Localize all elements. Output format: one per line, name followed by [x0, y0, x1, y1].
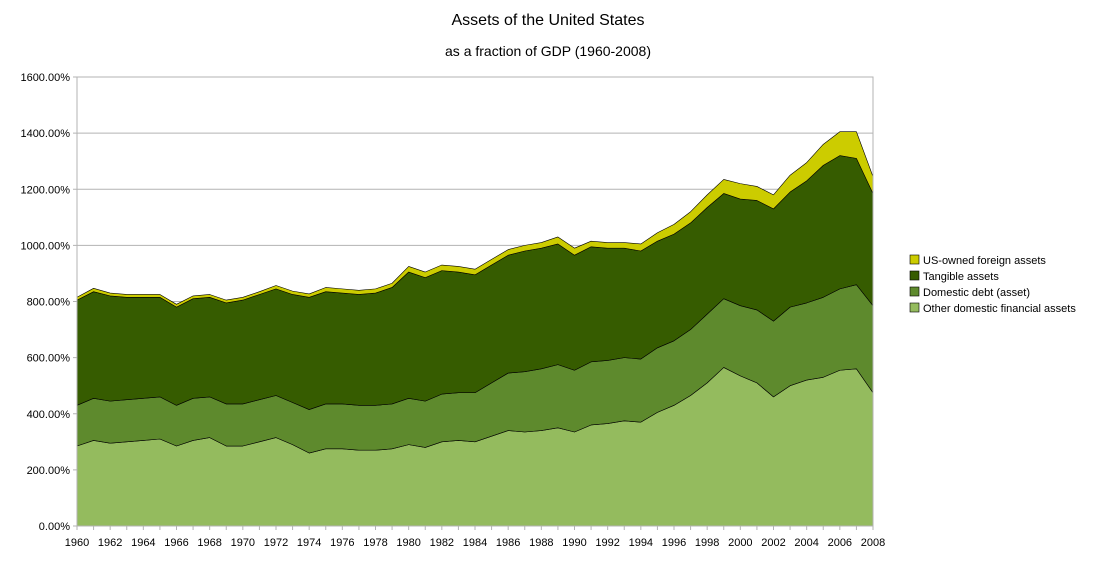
area-series [76, 131, 874, 527]
y-tick-label: 200.00% [27, 465, 71, 477]
legend-label: US-owned foreign assets [923, 255, 1046, 267]
x-tick-label: 2006 [828, 537, 852, 549]
x-tick-label: 1992 [595, 537, 619, 549]
y-tick-label: 600.00% [27, 353, 71, 365]
x-tick-label: 1982 [430, 537, 454, 549]
x-tick-label: 1978 [363, 537, 387, 549]
y-tick-label: 400.00% [27, 409, 71, 421]
x-tick-label: 1970 [231, 537, 255, 549]
y-tick-label: 1400.00% [20, 128, 70, 140]
x-tick-label: 1974 [297, 537, 321, 549]
x-tick-label: 2004 [794, 537, 818, 549]
x-tick-label: 1976 [330, 537, 354, 549]
x-tick-label: 1968 [197, 537, 221, 549]
x-tick-label: 1998 [695, 537, 719, 549]
y-axis: 0.00% 200.00% 400.00% 600.00% 800.00% 1000.00… [20, 72, 77, 533]
x-tick-label: 1994 [629, 537, 653, 549]
x-tick-label: 2002 [761, 537, 785, 549]
x-tick-label: 1964 [131, 537, 155, 549]
x-tick-label: 2008 [861, 537, 885, 549]
x-tick-label: 1960 [65, 537, 89, 549]
legend-label: Tangible assets [923, 271, 999, 283]
x-tick-label: 1984 [463, 537, 487, 549]
legend-swatch [909, 286, 920, 297]
x-tick-label: 1972 [264, 537, 288, 549]
x-tick-label: 1988 [529, 537, 553, 549]
y-tick-label: 1000.00% [20, 240, 70, 252]
x-tick-label: 1962 [98, 537, 122, 549]
legend-swatch [909, 302, 920, 313]
y-tick-label: 0.00% [39, 521, 70, 533]
legend: US-owned foreign assets Tangible assets Do… [909, 254, 1076, 315]
chart-subtitle: as a fraction of GDP (1960-2008) [445, 43, 651, 59]
x-tick-label: 1986 [496, 537, 520, 549]
legend-swatch [909, 270, 920, 281]
legend-swatch [909, 254, 920, 265]
x-tick-label: 2000 [728, 537, 752, 549]
x-tick-label: 1980 [396, 537, 420, 549]
legend-label: Domestic debt (asset) [923, 287, 1030, 299]
y-tick-label: 1600.00% [20, 72, 70, 84]
y-tick-label: 1200.00% [20, 184, 70, 196]
y-tick-label: 800.00% [27, 297, 71, 309]
x-tick-label: 1966 [164, 537, 188, 549]
x-axis: 1960 1962 1964 1966 1968 1970 1972 1974 1976 1978… [65, 526, 885, 549]
legend-label: Other domestic financial assets [923, 303, 1076, 315]
x-tick-label: 1996 [662, 537, 686, 549]
chart-title: Assets of the United States [452, 12, 645, 29]
x-tick-label: 1990 [562, 537, 586, 549]
